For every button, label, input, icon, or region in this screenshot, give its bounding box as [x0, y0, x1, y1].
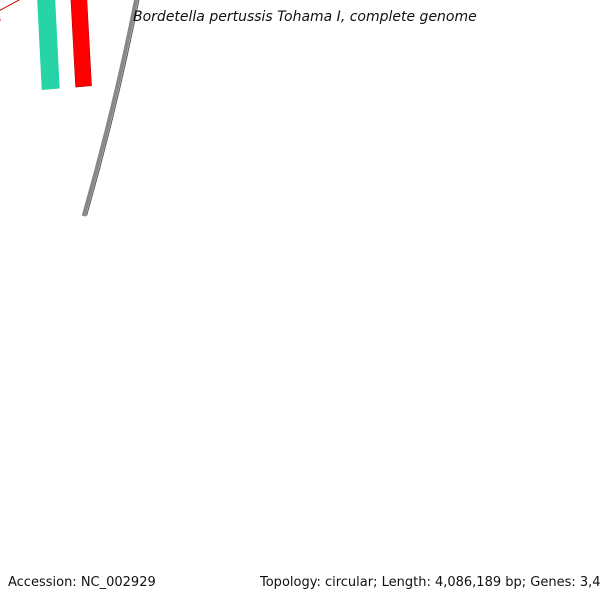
gene-label-cyab[interactable]: cyaB [0, 14, 1, 25]
backbone-edge [86, 0, 140, 216]
label-leader [0, 0, 21, 11]
genome-title: Bordetella pertussis Tohama I, complete … [133, 9, 477, 25]
cog-band-cyab [37, 0, 60, 91]
cds-arrow-cyab[interactable] [67, 0, 92, 88]
gene-labels: cyaBcyaDcyaEcyaXBP0765gltKgltL [0, 0, 21, 25]
accession-text: Accession: NC_002929 [8, 575, 156, 590]
genome-backbone [81, 0, 140, 217]
genome-stats-text: Topology: circular; Length: 4,086,189 bp… [260, 575, 600, 590]
backbone-arc [81, 0, 138, 217]
gene-track [37, 0, 92, 91]
